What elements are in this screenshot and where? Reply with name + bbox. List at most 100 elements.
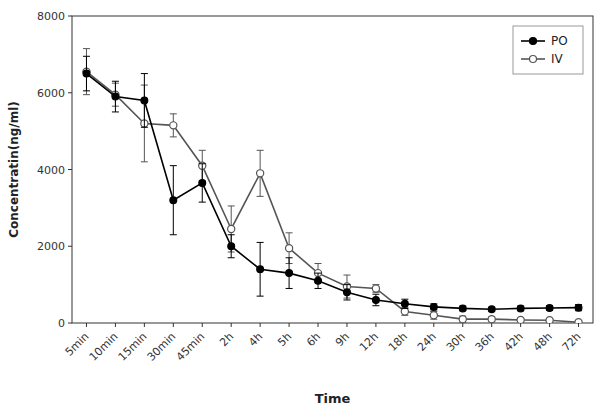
x-tick [346, 323, 347, 327]
error-bar [343, 285, 350, 300]
background [0, 0, 609, 411]
x-tick [578, 323, 579, 327]
error-bar [228, 206, 235, 252]
chart: 020004000600080005min10min15min30min45mi… [0, 0, 609, 411]
error-bar [112, 81, 119, 112]
x-tick-label: 4h [246, 330, 265, 349]
error-bar [141, 74, 148, 128]
x-tick-label: 72h [560, 330, 584, 354]
point [517, 305, 524, 312]
y-tick-label: 0 [58, 317, 65, 330]
point [83, 70, 90, 77]
y-tick [68, 246, 72, 247]
point [170, 122, 177, 129]
y-tick [68, 16, 72, 17]
error-bar [575, 305, 582, 311]
x-tick-label: 30min [145, 330, 179, 364]
x-tick [86, 323, 87, 327]
point [286, 270, 293, 277]
x-tick-label: 24h [415, 330, 439, 354]
error-bar [170, 166, 177, 235]
x-tick [404, 323, 405, 327]
legend: PO IV [513, 26, 583, 74]
x-tick [289, 323, 290, 327]
y-tick-label: 8000 [37, 10, 65, 23]
x-tick-label: 6h [304, 330, 323, 349]
x-tick [549, 323, 550, 327]
x-tick [115, 323, 116, 327]
x-tick [173, 323, 174, 327]
point [459, 316, 466, 323]
x-tick-label: 15min [116, 330, 150, 364]
y-tick-label: 2000 [37, 240, 65, 253]
legend-label: PO [551, 34, 568, 48]
x-tick-label: 48h [531, 330, 555, 354]
point [257, 266, 264, 273]
x-tick [462, 323, 463, 327]
error-bar [459, 316, 466, 322]
x-tick [202, 323, 203, 327]
point [575, 319, 582, 323]
y-tick-label: 4000 [37, 164, 65, 177]
plot-frame [72, 16, 593, 323]
point [575, 304, 582, 311]
legend-marker [530, 38, 537, 45]
error-bar [83, 56, 90, 91]
x-tick-label: 30h [444, 330, 468, 354]
x-tick [144, 323, 145, 327]
series-line [86, 74, 578, 310]
x-tick [491, 323, 492, 327]
point [199, 180, 206, 187]
error-bar [372, 285, 379, 293]
x-tick-label: 2h [217, 330, 236, 349]
x-tick [433, 323, 434, 327]
point [141, 97, 148, 104]
series-line [86, 72, 578, 323]
error-bar [315, 273, 322, 288]
point [488, 306, 495, 313]
legend-box [513, 26, 583, 74]
point [401, 308, 408, 315]
point [170, 197, 177, 204]
error-bar [199, 164, 206, 202]
point [430, 312, 437, 319]
x-tick-label: 5h [275, 330, 294, 349]
error-bar [372, 294, 379, 306]
error-bar [228, 235, 235, 258]
point [488, 316, 495, 323]
axes: 020004000600080005min10min15min30min45mi… [37, 10, 584, 364]
x-tick [260, 323, 261, 327]
point [344, 289, 351, 296]
x-tick-label: 10min [87, 330, 121, 364]
error-bar [257, 242, 264, 296]
point [257, 170, 264, 177]
error-bar [286, 258, 293, 289]
error-bar [430, 311, 437, 319]
x-axis-label: Time [315, 391, 351, 406]
x-tick-label: 42h [502, 330, 526, 354]
x-tick-label: 36h [473, 330, 497, 354]
point [401, 300, 408, 307]
error-bar [170, 114, 177, 137]
x-tick [375, 323, 376, 327]
x-tick [520, 323, 521, 327]
y-axis-label: Concentratin(ng/ml) [7, 101, 21, 238]
point [228, 225, 235, 232]
point [546, 305, 553, 312]
error-bar [83, 49, 90, 95]
point [459, 305, 466, 312]
legend-label: IV [551, 52, 564, 66]
y-tick [68, 92, 72, 93]
legend-marker [530, 56, 537, 63]
x-tick-label: 12h [357, 330, 381, 354]
y-tick [68, 169, 72, 170]
point [112, 93, 119, 100]
point [228, 243, 235, 250]
point [372, 285, 379, 292]
point [517, 316, 524, 323]
error-bar [430, 304, 437, 310]
x-tick-label: 45min [174, 330, 208, 364]
point [285, 245, 292, 252]
series-0 [83, 56, 582, 312]
series-1 [83, 49, 582, 323]
